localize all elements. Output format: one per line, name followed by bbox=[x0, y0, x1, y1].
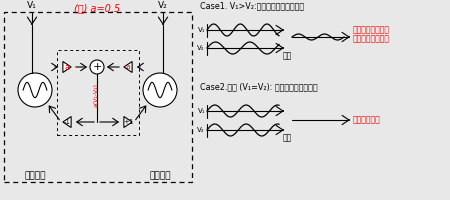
Text: a: a bbox=[65, 62, 69, 72]
Bar bbox=[57, 50, 139, 135]
Text: -1: -1 bbox=[63, 119, 71, 125]
Text: Case2.同期 (V₁=V₂): 周波数、位相が一致: Case2.同期 (V₁=V₂): 周波数、位相が一致 bbox=[200, 82, 318, 92]
Text: 差信号はゼロ: 差信号はゼロ bbox=[353, 116, 381, 124]
Text: V₂: V₂ bbox=[198, 127, 205, 133]
Circle shape bbox=[143, 73, 177, 107]
Text: V₂: V₂ bbox=[198, 45, 205, 51]
Text: V₁: V₁ bbox=[27, 0, 37, 9]
Text: V₂: V₂ bbox=[158, 0, 168, 9]
Text: Case1. V₁>V₂:周波数、位相が異なる: Case1. V₁>V₂:周波数、位相が異なる bbox=[200, 1, 304, 10]
Circle shape bbox=[18, 73, 52, 107]
Polygon shape bbox=[63, 116, 71, 128]
Text: a(V₁-V₂): a(V₁-V₂) bbox=[94, 83, 99, 107]
Text: +: + bbox=[92, 62, 102, 72]
Text: (例) a=0.5: (例) a=0.5 bbox=[74, 3, 120, 13]
Text: へフィードバック: へフィードバック bbox=[353, 34, 390, 44]
Polygon shape bbox=[124, 116, 132, 128]
Text: V₁: V₁ bbox=[198, 108, 205, 114]
Text: V₁: V₁ bbox=[198, 27, 205, 33]
Bar bbox=[4, 12, 192, 182]
Text: 発振器２: 発振器２ bbox=[149, 171, 171, 180]
Text: +1: +1 bbox=[123, 119, 133, 125]
Text: -a: -a bbox=[125, 64, 131, 70]
Text: 発振器１: 発振器１ bbox=[24, 171, 46, 180]
Text: 時間: 時間 bbox=[283, 51, 292, 60]
Polygon shape bbox=[63, 62, 71, 72]
Text: 時間: 時間 bbox=[283, 134, 292, 142]
Polygon shape bbox=[124, 62, 132, 72]
Text: 差信号を各発振器: 差信号を各発振器 bbox=[353, 25, 390, 34]
Circle shape bbox=[90, 60, 104, 74]
